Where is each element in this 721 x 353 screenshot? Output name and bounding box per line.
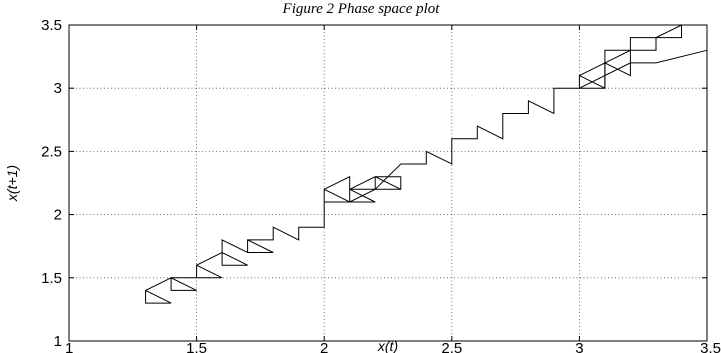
x-axis-label: x(t) xyxy=(377,338,398,353)
y-tick-label: 2.5 xyxy=(41,143,62,160)
tick-labels: 1 1.5 2 2.5 3 3.5 1 1.5 2 2.5 3 3.5 xyxy=(41,17,721,353)
plot-lines xyxy=(145,24,708,304)
y-tick-label: 1.5 xyxy=(41,270,62,287)
x-tick-label: 3 xyxy=(575,340,583,353)
figure-caption: Figure 2 Phase space plot xyxy=(282,1,441,17)
x-tick-label: 1 xyxy=(65,340,73,353)
series-line xyxy=(579,49,708,89)
y-tick-label: 1 xyxy=(54,333,62,350)
x-tick-label: 1.5 xyxy=(186,340,207,353)
series-line xyxy=(629,24,682,51)
y-tick-label: 3 xyxy=(54,80,62,97)
x-tick-label: 3.5 xyxy=(700,340,721,353)
x-tick-label: 2 xyxy=(320,340,328,353)
axes-frame xyxy=(68,24,708,342)
series-line xyxy=(145,24,707,304)
axis-ticks xyxy=(68,24,708,342)
y-tick-label: 2 xyxy=(54,207,62,224)
y-axis-label: x(t+1) xyxy=(4,165,20,202)
y-tick-label: 3.5 xyxy=(41,17,62,34)
x-tick-label: 2.5 xyxy=(441,340,462,353)
